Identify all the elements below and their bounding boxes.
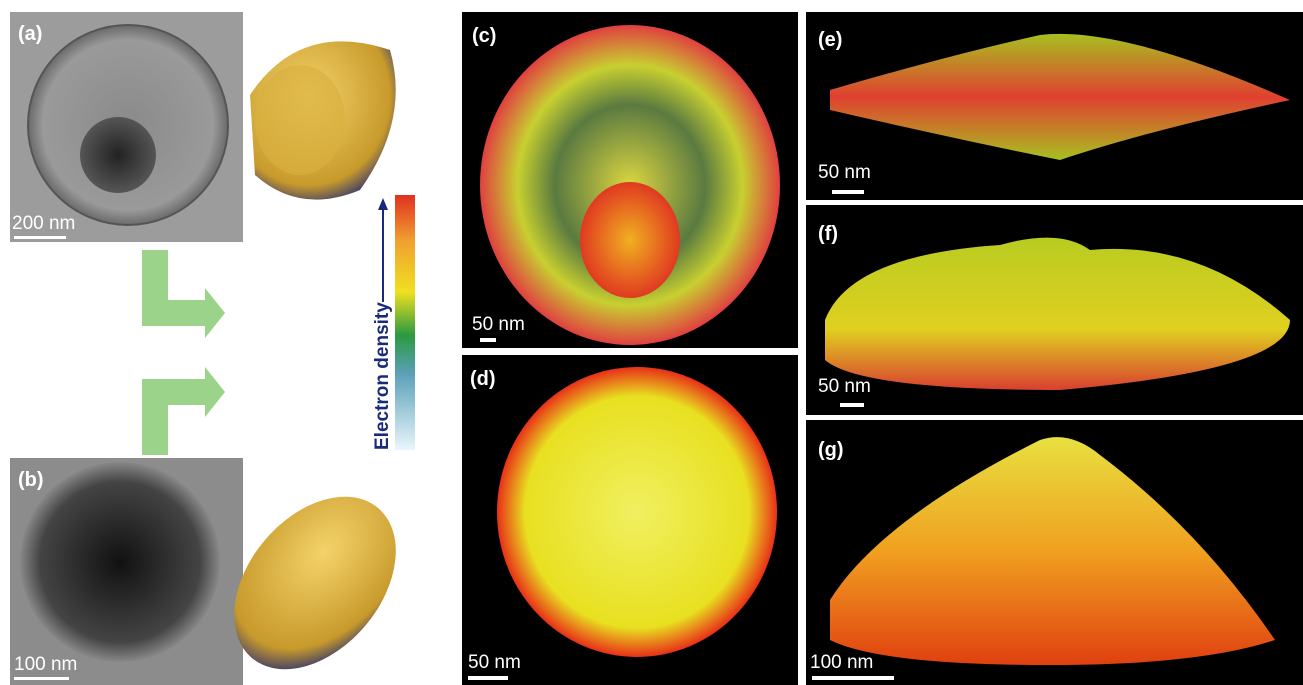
scale-text: 50 nm — [472, 314, 525, 335]
scale-bar — [840, 403, 864, 407]
arrow — [142, 367, 225, 455]
panel-label: (g) — [818, 439, 844, 461]
particle — [825, 237, 1290, 390]
scale-bar — [832, 190, 864, 194]
core — [580, 182, 680, 298]
scale-bar — [812, 676, 894, 680]
core — [80, 117, 156, 193]
panel-label: (e) — [818, 29, 842, 51]
scale-bar — [480, 338, 496, 342]
panel-label: (b) — [18, 469, 44, 491]
scale-text: 200 nm — [12, 213, 75, 234]
scale-text: 50 nm — [818, 162, 871, 183]
particle — [830, 437, 1275, 665]
scale-bar — [468, 676, 508, 680]
scale-text: 50 nm — [468, 652, 521, 673]
particle — [830, 33, 1290, 160]
colorbar-label: Electron density — [372, 302, 393, 450]
scale-text: 50 nm — [818, 376, 871, 397]
panel-label: (c) — [472, 25, 496, 47]
particle — [20, 462, 220, 662]
panel-label: (f) — [818, 223, 838, 245]
arrow — [142, 250, 225, 338]
particle — [497, 367, 777, 657]
scale-text: 100 nm — [810, 652, 873, 673]
panel-label: (d) — [470, 368, 496, 390]
scale-bar — [14, 236, 66, 239]
model-cut — [255, 65, 345, 175]
axis-arrow-head — [378, 198, 388, 210]
panel-label: (a) — [18, 23, 42, 45]
scale-bar — [14, 677, 69, 680]
colorbar — [395, 195, 415, 450]
scale-text: 100 nm — [14, 654, 77, 675]
model — [234, 496, 396, 670]
